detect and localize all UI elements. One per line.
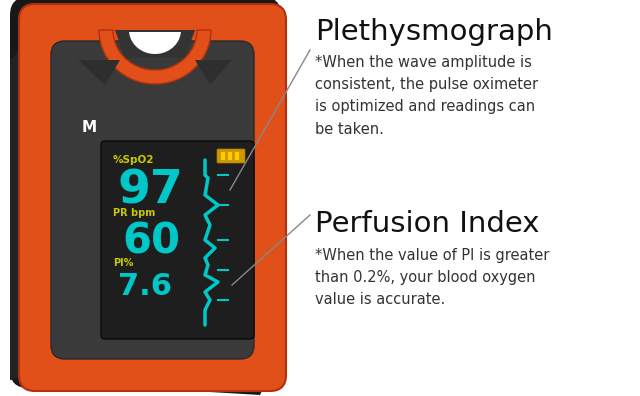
- Text: 60: 60: [122, 220, 180, 262]
- Polygon shape: [195, 60, 232, 85]
- Polygon shape: [10, 35, 35, 380]
- Polygon shape: [115, 30, 195, 58]
- Polygon shape: [78, 60, 120, 85]
- FancyBboxPatch shape: [221, 152, 225, 160]
- Text: *When the wave amplitude is
consistent, the pulse oximeter
is optimized and read: *When the wave amplitude is consistent, …: [315, 55, 538, 137]
- Text: PI%: PI%: [113, 258, 133, 268]
- Polygon shape: [129, 30, 181, 54]
- FancyBboxPatch shape: [51, 41, 254, 359]
- Text: 7.6: 7.6: [118, 272, 172, 301]
- FancyBboxPatch shape: [228, 152, 232, 160]
- Text: %SpO2: %SpO2: [113, 155, 154, 165]
- Polygon shape: [10, 375, 270, 395]
- FancyBboxPatch shape: [10, 0, 281, 388]
- FancyBboxPatch shape: [19, 4, 286, 391]
- Text: Plethysmograph: Plethysmograph: [315, 18, 553, 46]
- Polygon shape: [99, 30, 211, 84]
- Text: PR bpm: PR bpm: [113, 208, 156, 218]
- Text: Perfusion Index: Perfusion Index: [315, 210, 540, 238]
- FancyBboxPatch shape: [235, 152, 239, 160]
- FancyBboxPatch shape: [217, 149, 245, 163]
- Text: M: M: [82, 120, 97, 135]
- FancyBboxPatch shape: [101, 141, 254, 339]
- Text: *When the value of PI is greater
than 0.2%, your blood oxygen
value is accurate.: *When the value of PI is greater than 0.…: [315, 248, 549, 307]
- Text: 97: 97: [118, 168, 184, 213]
